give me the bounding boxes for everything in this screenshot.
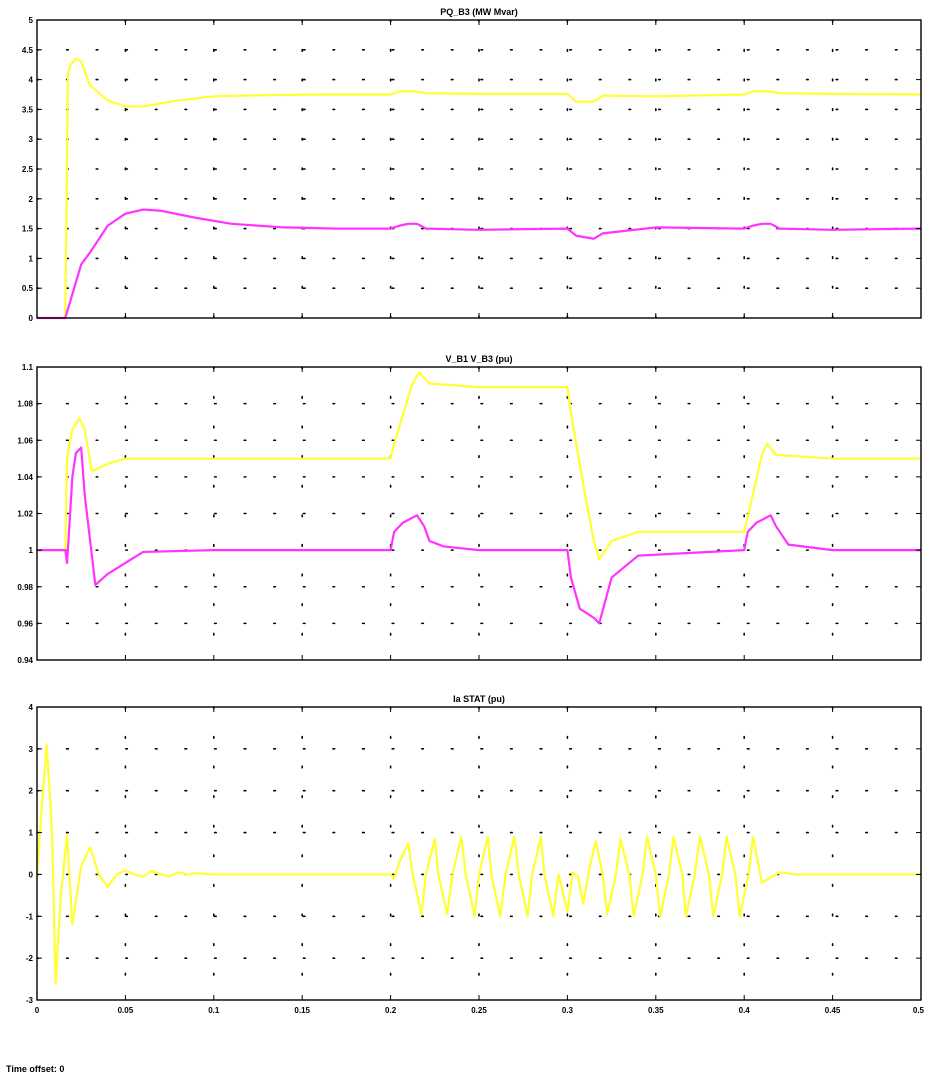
scope-panel-2: V_B1 V_B3 (pu) 0.94 0.96 0.98 1 1.02 1.04 1.06 1…	[17, 354, 922, 665]
y-tick-label: 1.1	[22, 363, 34, 372]
y-tick-label: 1.08	[17, 400, 33, 409]
x-tick-label: 0.2	[385, 1006, 397, 1015]
plot-area	[37, 367, 921, 660]
series-line-magenta	[37, 446, 921, 625]
y-tick-label: 0	[29, 314, 34, 323]
y-tick-label: 3.5	[22, 105, 34, 114]
y-tick-label: 3	[29, 135, 34, 144]
y-tick-label: 3	[29, 745, 34, 754]
y-tick-label: 4.5	[22, 46, 34, 55]
y-tick-label: -2	[26, 954, 34, 963]
y-tick-label: -1	[26, 912, 34, 921]
series-line-yellow	[35, 743, 921, 985]
scope-panel-3: Ia STAT (pu) -3 -2 -1 0 1 2 3 4 0 0.05 0.1 0.15 0.2 0.…	[26, 694, 925, 1015]
x-tick-label: 0.45	[825, 1006, 841, 1015]
y-tick-label: 1	[29, 546, 34, 555]
series-line-yellow	[37, 371, 921, 561]
y-tick-label: 0	[29, 870, 34, 879]
plot-area	[37, 707, 921, 1000]
x-tick-label: 0.5	[913, 1006, 925, 1015]
x-tick-label: 0.05	[118, 1006, 134, 1015]
panel-title: Ia STAT (pu)	[453, 694, 505, 704]
series-line-yellow	[37, 57, 922, 320]
x-tick-label: 0.15	[294, 1006, 310, 1015]
y-tick-label: 2.5	[22, 165, 34, 174]
y-tick-label: 0.98	[17, 583, 33, 592]
y-tick-label: 2	[29, 787, 34, 796]
x-tick-label: 0.25	[471, 1006, 487, 1015]
x-tick-label: 0.35	[648, 1006, 664, 1015]
y-tick-label: 1.5	[22, 225, 34, 234]
scope-panel-1: PQ_B3 (MW Mvar) 0 0.5 1 1.5 2 2.5 3 3.5 4 4.5 5	[22, 7, 922, 323]
series-line-magenta	[37, 208, 922, 320]
y-tick-label: -3	[26, 996, 34, 1005]
y-tick-label: 0.5	[22, 284, 34, 293]
y-tick-label: 0.94	[17, 656, 33, 665]
panel-title: PQ_B3 (MW Mvar)	[440, 7, 518, 17]
panel-title: V_B1 V_B3 (pu)	[445, 354, 512, 364]
y-tick-label: 5	[29, 16, 34, 25]
x-tick-label: 0.1	[208, 1006, 220, 1015]
y-tick-label: 4	[29, 76, 34, 85]
y-tick-label: 1.02	[17, 510, 33, 519]
x-tick-label: 0.3	[562, 1006, 574, 1015]
y-tick-label: 0.96	[17, 619, 33, 628]
y-tick-label: 4	[29, 703, 34, 712]
x-tick-label: 0	[35, 1006, 40, 1015]
x-tick-label: 0.4	[739, 1006, 751, 1015]
y-tick-label: 1	[29, 254, 34, 263]
y-tick-label: 1.06	[17, 436, 33, 445]
y-tick-label: 1.04	[17, 473, 33, 482]
y-tick-label: 1	[29, 829, 34, 838]
time-offset-label: Time offset: 0	[6, 1064, 65, 1074]
y-tick-label: 2	[29, 195, 34, 204]
